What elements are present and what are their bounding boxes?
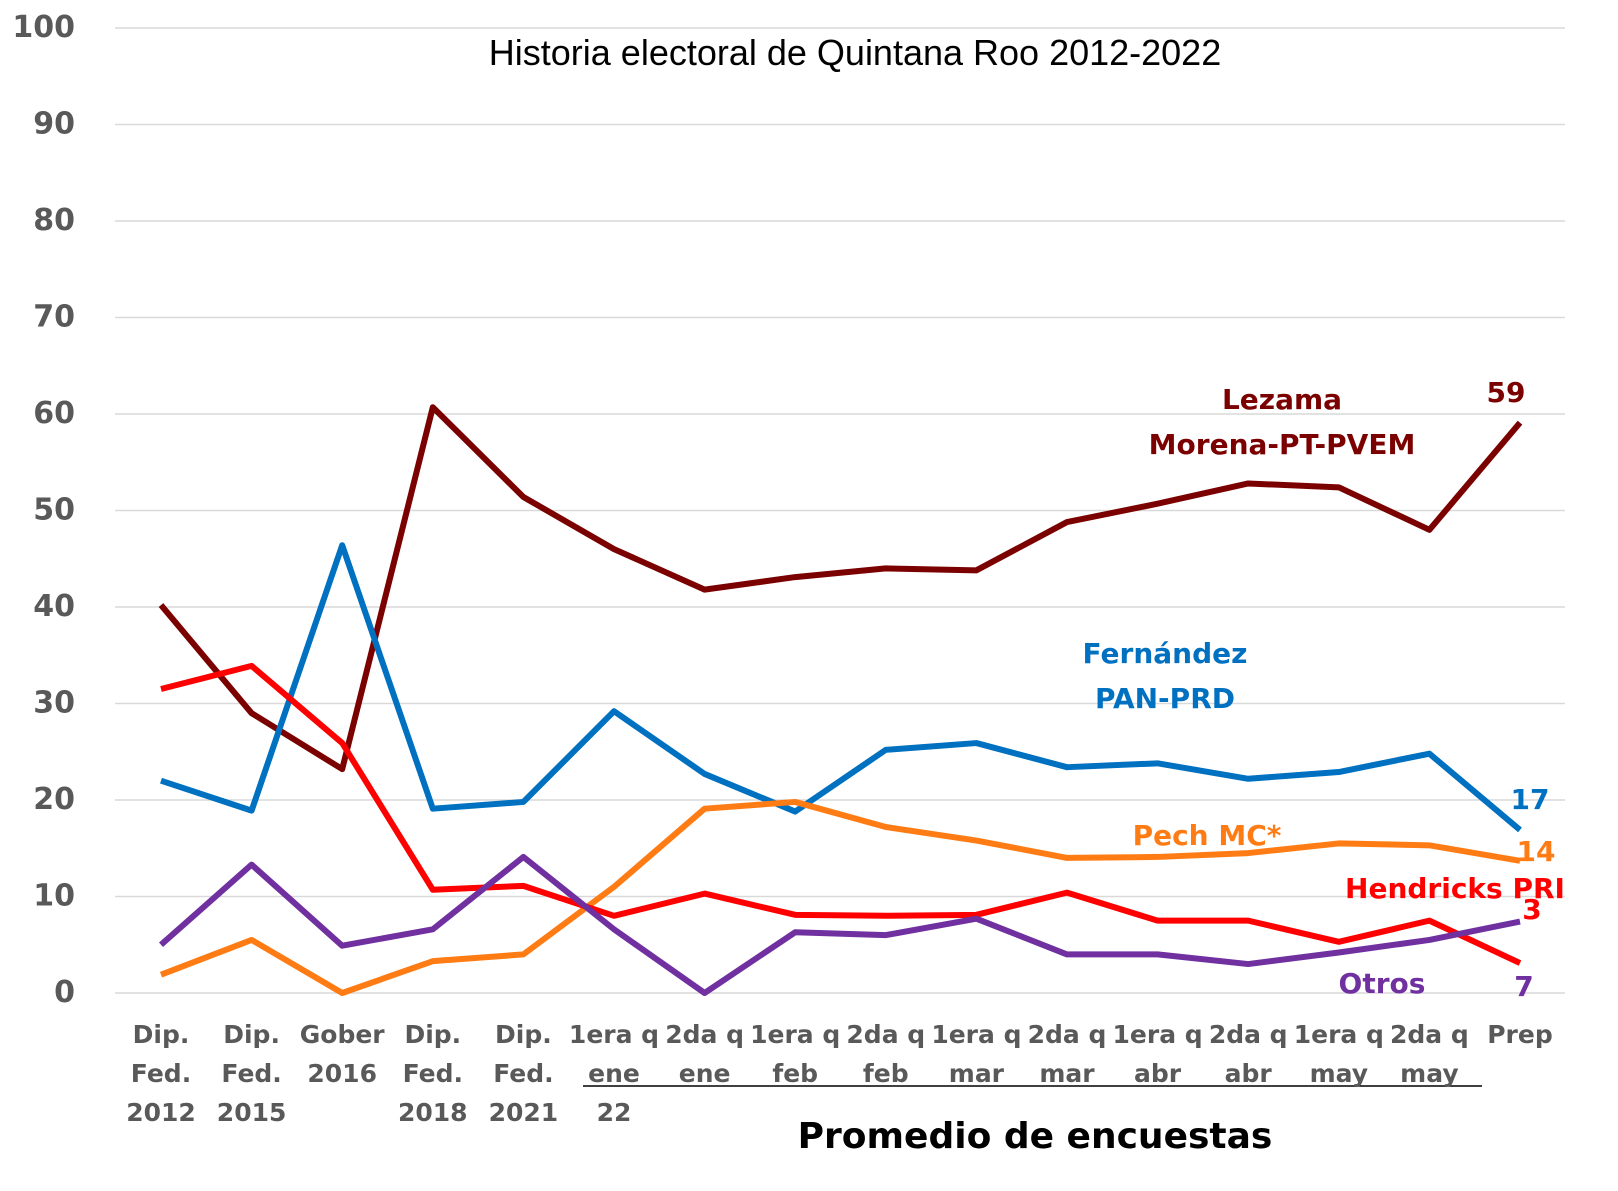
- series-label: Lezama Morena-PT-PVEM: [1149, 383, 1416, 461]
- x-tick-label: Dip. Fed. 2018: [398, 1020, 468, 1127]
- y-tick-label: 100: [12, 10, 75, 45]
- x-tick-label: 1era q ene 22: [569, 1020, 659, 1127]
- value-label: 59: [1487, 376, 1526, 409]
- x-tick-label: Gober 2016: [300, 1020, 386, 1088]
- x-tick-label: Dip. Fed. 2021: [489, 1020, 559, 1127]
- y-tick-label: 0: [54, 975, 75, 1010]
- x-tick-label: 1era q abr: [1113, 1020, 1203, 1088]
- y-tick-label: 70: [33, 299, 75, 334]
- y-tick-label: 60: [33, 396, 75, 431]
- series-label: Pech MC*: [1133, 819, 1282, 852]
- x-axis-label: Promedio de encuestas: [798, 1116, 1273, 1157]
- x-tick-label: Dip. Fed. 2015: [217, 1020, 287, 1127]
- y-tick-label: 30: [33, 685, 75, 720]
- x-tick-label: 2da q abr: [1209, 1020, 1288, 1088]
- chart-title: Historia electoral de Quintana Roo 2012-…: [489, 32, 1221, 73]
- x-tick-label: 2da q feb: [846, 1020, 925, 1088]
- x-tick-label: 2da q may: [1390, 1020, 1469, 1088]
- y-tick-label: 10: [33, 878, 75, 913]
- x-tick-label: 1era q mar: [931, 1020, 1021, 1088]
- value-label: 14: [1517, 835, 1556, 868]
- x-tick-label: 1era q feb: [750, 1020, 840, 1088]
- y-tick-label: 80: [33, 203, 75, 238]
- series-line: [159, 798, 1521, 996]
- series-line: [159, 853, 1521, 996]
- series-line: [158, 404, 1523, 773]
- y-tick-label: 50: [33, 492, 75, 527]
- value-label: 17: [1511, 783, 1550, 816]
- y-tick-label: 20: [33, 782, 75, 817]
- x-tick-label: Prep: [1487, 1020, 1553, 1049]
- value-label: 7: [1514, 970, 1533, 1003]
- series-label: Fernández PAN-PRD: [1083, 637, 1248, 715]
- series-line: [160, 542, 1522, 833]
- x-tick-label: 1era q may: [1294, 1020, 1384, 1088]
- x-tick-label: Dip. Fed. 2012: [126, 1020, 196, 1127]
- series-line: [160, 662, 1522, 966]
- series-label: Otros: [1339, 967, 1426, 1000]
- y-tick-label: 40: [33, 589, 75, 624]
- value-label: 3: [1522, 893, 1541, 926]
- series-label: Hendricks PRI: [1345, 872, 1565, 905]
- y-tick-label: 90: [33, 106, 75, 141]
- x-tick-label: 2da q ene: [665, 1020, 744, 1088]
- x-tick-label: 2da q mar: [1028, 1020, 1107, 1088]
